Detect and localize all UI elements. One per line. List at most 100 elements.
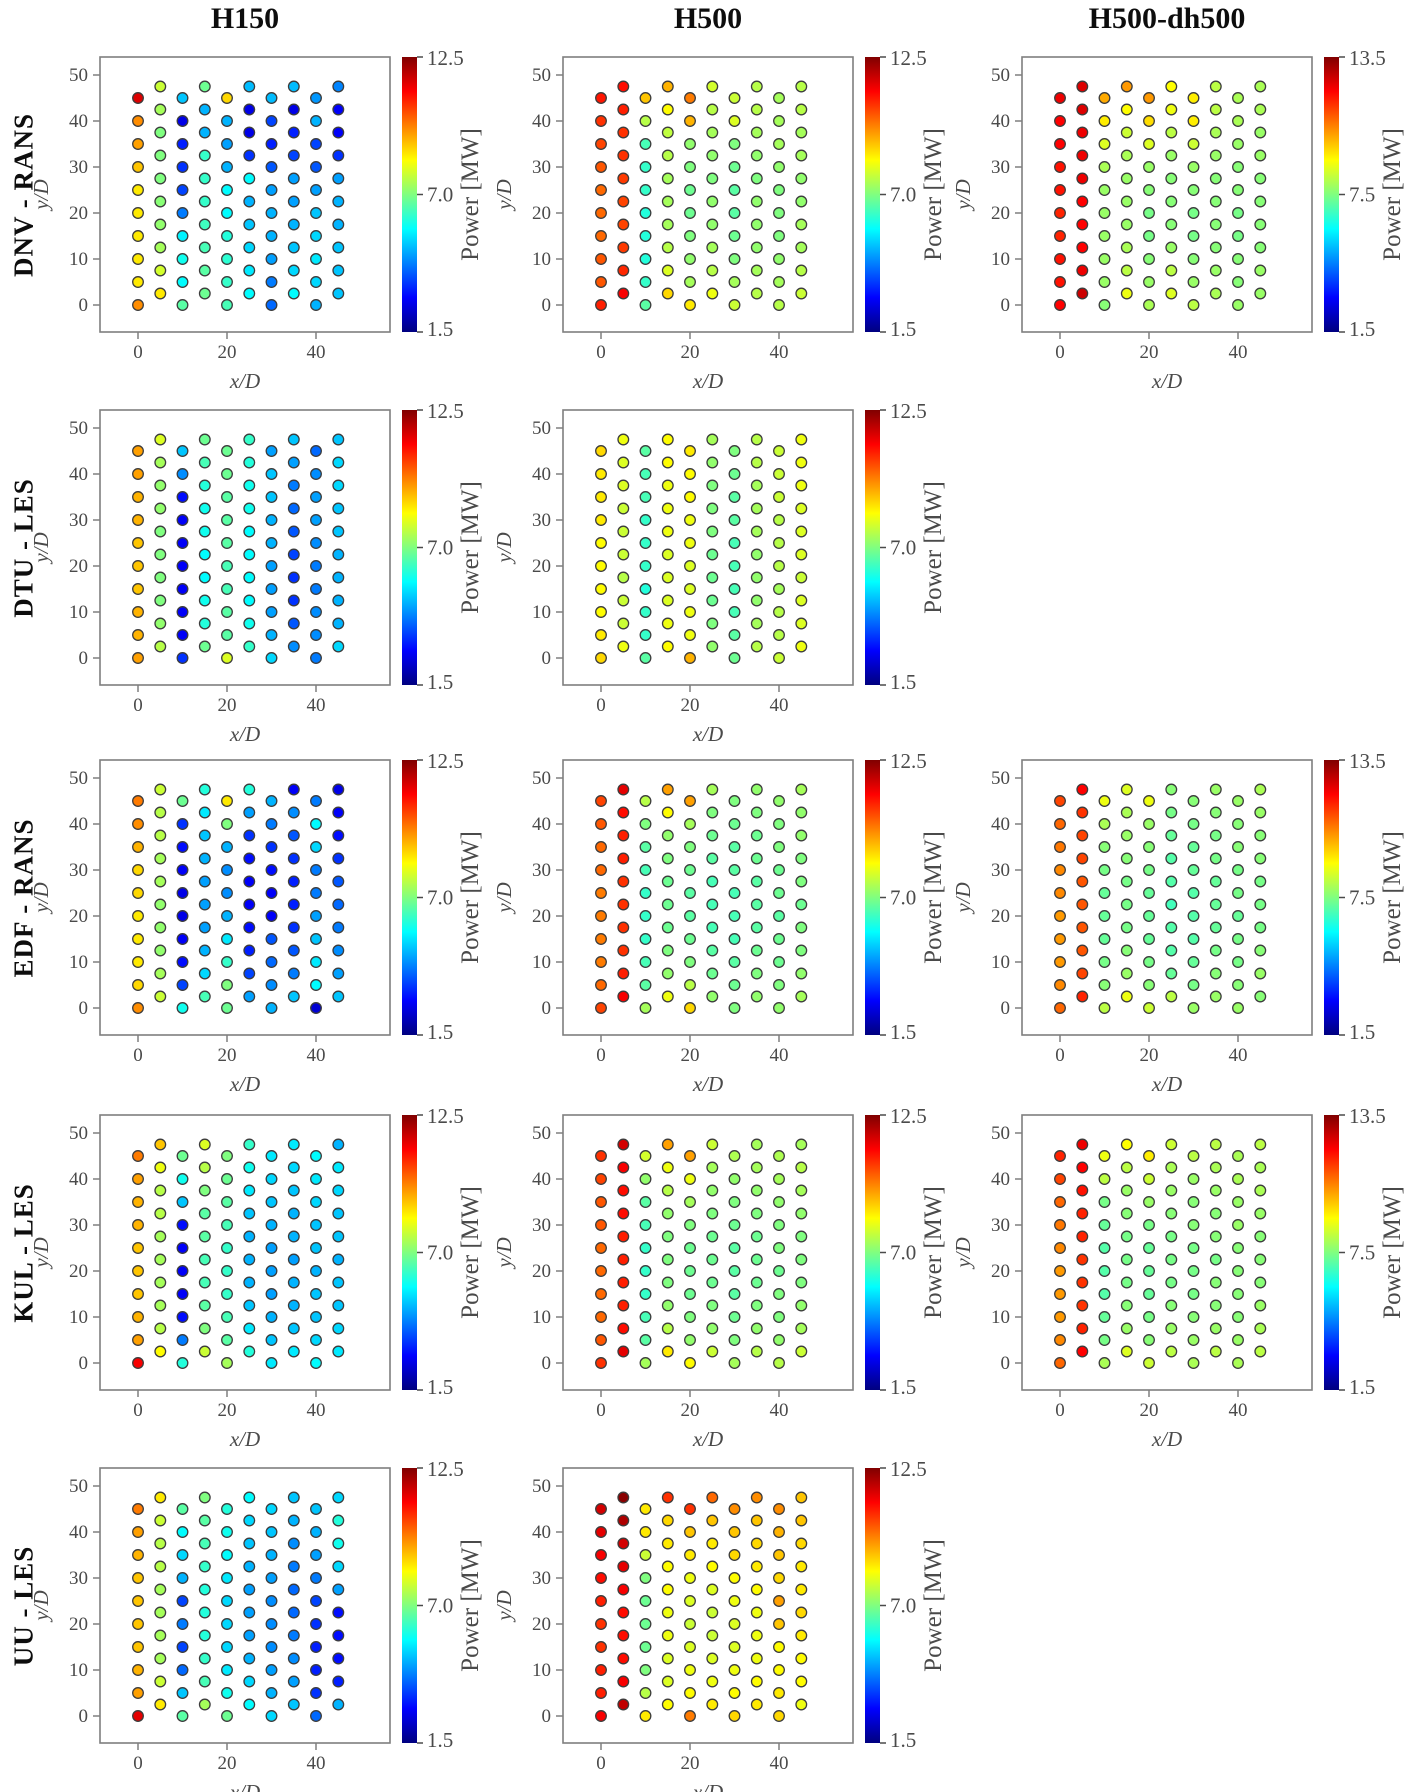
y-tick-label: 0 [1001,295,1011,316]
x-tick-label: 20 [1140,342,1159,363]
data-point [595,1641,607,1653]
data-point [332,617,345,630]
data-point [1054,1265,1066,1277]
data-point [1143,299,1155,311]
data-point [243,241,256,254]
data-point [639,1687,652,1699]
plot-box [562,759,854,1036]
y-tick-label: 0 [79,998,89,1019]
data-point [243,502,256,515]
data-point [795,1207,808,1220]
data-point [132,184,144,196]
data-point [243,1299,256,1312]
data-point [661,103,674,116]
data-point [617,944,630,957]
data-point [1120,172,1133,185]
colorbar-tick-label: 12.5 [890,399,927,423]
data-point [728,161,741,173]
data-point [243,1537,256,1550]
y-tick-label: 30 [69,860,88,881]
data-point [661,548,674,561]
data-point [773,537,785,549]
data-point [617,1606,630,1619]
data-point [1076,783,1089,796]
data-point [154,640,167,653]
data-point [1143,1150,1155,1162]
data-point [1187,956,1200,968]
data-point [1187,184,1200,196]
data-point [132,1595,144,1607]
data-point [132,1687,144,1699]
data-point [310,887,322,899]
data-point [773,795,785,807]
data-point [1143,138,1155,150]
data-point [176,230,189,242]
data-point [1098,92,1111,104]
colorbar [865,760,880,1035]
data-point [706,1537,719,1550]
y-axis-label: y/D [29,532,53,564]
data-point [176,468,189,480]
data-point [132,445,144,457]
data-point [332,1322,345,1335]
colorbar-tick-label: 1.5 [890,670,916,694]
x-tick-label: 20 [1140,1045,1159,1066]
data-point [132,253,144,265]
data-point [265,207,278,219]
data-point [198,103,211,116]
data-point [1143,1288,1155,1300]
data-point [132,1572,144,1584]
data-point [1187,795,1200,807]
data-point [1209,852,1222,865]
data-point [684,1687,696,1699]
x-tick-label: 20 [218,695,237,716]
y-tick-label: 40 [69,464,88,485]
data-point [595,276,607,288]
data-point [1076,80,1089,93]
data-point [661,433,674,446]
data-point [706,1629,719,1642]
data-point [706,829,719,842]
data-point [176,115,189,127]
data-point [1165,967,1178,980]
data-point [1232,253,1244,265]
data-point [595,1572,607,1584]
data-point [1120,898,1133,911]
data-point [332,287,345,300]
data-point [684,92,696,104]
data-point [795,1299,808,1312]
data-point [287,829,300,842]
data-point [243,852,256,865]
data-point [243,456,256,469]
data-point [265,514,278,526]
colorbar-tick-label: 1.5 [890,1020,916,1044]
y-tick-label: 30 [991,157,1010,178]
data-point [1054,1002,1066,1014]
data-point [243,1230,256,1243]
data-point [1076,990,1089,1003]
colorbar-tick-label: 1.5 [1349,1375,1375,1399]
x-tick-label: 0 [133,1045,143,1066]
data-point [1054,276,1066,288]
data-point [154,967,167,980]
plot-box [99,1467,391,1744]
data-point [795,1230,808,1243]
data-point [706,944,719,957]
data-point [795,1698,808,1711]
data-point [198,1583,211,1596]
data-point [332,264,345,277]
colorbar-tick-label: 1.5 [890,1728,916,1752]
data-point [661,502,674,515]
data-point [1165,921,1178,934]
data-point [1120,126,1133,139]
data-point [221,299,233,311]
data-point [773,514,785,526]
data-point [176,1572,189,1584]
data-point [1076,241,1089,254]
data-point [243,1207,256,1220]
data-point [773,1618,785,1630]
data-point [221,956,233,968]
data-point [1187,299,1200,311]
data-point [1120,218,1133,231]
data-point [684,933,696,945]
